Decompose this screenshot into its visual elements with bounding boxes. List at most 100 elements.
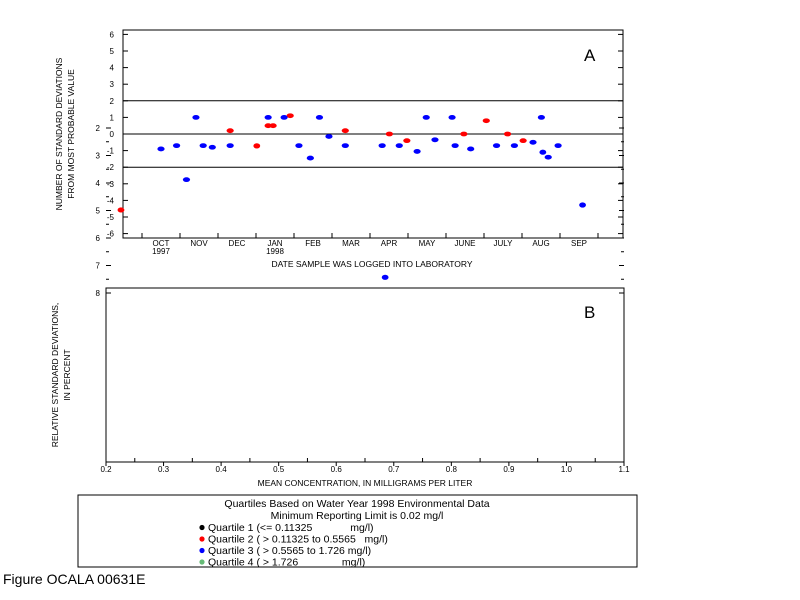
chart-a-point: [492, 143, 501, 149]
chart-a-point: [431, 137, 439, 143]
chart-a-point: [510, 143, 518, 149]
chart-a-point: [269, 123, 277, 129]
chart-b-x-tick-label: 0.8: [446, 465, 458, 474]
chart-b-frame: [105, 287, 625, 463]
chart-a-x-tick-label: JULY: [494, 239, 514, 248]
chart-a-point: [544, 154, 552, 160]
chart-a-point: [529, 139, 537, 145]
chart-b-x-tick-label: 0.9: [503, 465, 515, 474]
legend-subtitle: Minimum Reporting Limit is 0.02 mg/l: [271, 510, 444, 522]
legend-item-label: Quartile 3 ( > 0.5565 to 1.726 mg/l): [208, 545, 371, 557]
chart-a-y-label-line2: FROM MOST PROBABLE VALUE: [66, 69, 76, 199]
chart-a-point: [192, 115, 200, 120]
chart-a-x-tick-label: SEP: [571, 239, 587, 248]
chart-a-point: [537, 115, 545, 120]
chart-b-y-tick-label: 6: [96, 234, 101, 243]
chart-a-y-tick-label: -3: [107, 180, 115, 189]
legend-item-label: Quartile 2 ( > 0.11325 to 0.5565 mg/l): [208, 534, 388, 546]
chart-b-point: [253, 143, 261, 149]
chart-a-point: [226, 128, 234, 134]
chart-a-x-label: DATE SAMPLE WAS LOGGED INTO LABORATORY: [271, 259, 472, 269]
chart-a-point: [295, 143, 303, 149]
figure-caption: Figure OCALA 00631E: [3, 571, 145, 587]
chart-b-x-tick-label: 0.5: [273, 465, 285, 474]
chart-b-x-tick-label: 1.0: [561, 465, 573, 474]
chart-b-y-tick-label: 7: [96, 262, 101, 271]
chart-a-point: [385, 131, 393, 137]
chart-a-point: [422, 115, 430, 120]
chart-a-year-label: 1997: [152, 247, 170, 256]
chart-a-y-tick-label: 3: [110, 80, 115, 89]
legend-marker-icon: [199, 559, 205, 565]
chart-a-panel-label: A: [584, 46, 596, 65]
chart-a-point: [182, 177, 191, 183]
chart-a-x-tick-label: DEC: [229, 239, 246, 248]
chart-a-y-tick-label: -4: [107, 196, 115, 205]
chart-a-point: [482, 118, 490, 124]
chart-a-point: [341, 143, 349, 149]
chart-b-x-tick-label: 0.3: [158, 465, 170, 474]
chart-a-x-tick-label: NOV: [190, 239, 208, 248]
chart-a-point: [403, 138, 411, 144]
chart-a-point: [451, 143, 459, 149]
chart-a-x-tick-label: APR: [381, 239, 398, 248]
chart-a-point: [280, 115, 288, 120]
chart-b-y-label-line2: IN PERCENT: [62, 349, 72, 400]
chart-a-x-tick-label: AUG: [532, 239, 549, 248]
chart-b-x-tick-label: 0.2: [100, 465, 112, 474]
chart-a-y-tick-label: -1: [107, 147, 115, 156]
chart-a-year-label: 1998: [266, 247, 284, 256]
chart-b-point: [117, 207, 125, 213]
chart-a-point: [503, 131, 512, 137]
chart-a-y-tick-label: 1: [110, 113, 115, 122]
chart-a-y-tick-label: -2: [107, 163, 115, 172]
chart-b-x-tick-label: 0.7: [388, 465, 400, 474]
chart-b-point: [579, 202, 586, 208]
chart-b-y-tick-label: 2: [96, 124, 101, 133]
chart-b-x-tick-label: 0.4: [216, 465, 228, 474]
chart-a-point: [172, 143, 181, 149]
chart-a-x-tick-label: MAR: [342, 239, 360, 248]
chart-b-x-tick-label: 0.6: [331, 465, 343, 474]
chart-a-y-tick-label: 4: [110, 64, 115, 73]
chart-a-point: [199, 143, 207, 149]
chart-a-x-tick-label: MAY: [419, 239, 436, 248]
legend-item-label: Quartile 1 (<= 0.11325 mg/l): [208, 522, 374, 534]
chart-a-y-tick-label: 5: [110, 47, 115, 56]
chart-a-point: [208, 144, 216, 150]
chart-a-point: [460, 131, 468, 137]
chart-a-point: [341, 128, 349, 134]
chart-a-point: [306, 155, 314, 161]
chart-b-x-label: MEAN CONCENTRATION, IN MILLIGRAMS PER LI…: [258, 478, 473, 488]
chart-a-point: [378, 143, 386, 149]
chart-a-x-tick-label: JUNE: [455, 239, 476, 248]
chart-a-y-tick-label: 2: [110, 97, 115, 106]
chart-a-x-tick-label: OCT: [153, 239, 170, 248]
chart-a-point: [157, 146, 165, 152]
chart-a-point: [448, 115, 456, 120]
chart-b-point: [539, 149, 547, 155]
chart-b-panel-label: B: [584, 303, 595, 322]
chart-a-point: [226, 143, 234, 149]
chart-a-point: [395, 143, 403, 149]
chart-a-x-tick-label: FEB: [305, 239, 321, 248]
chart-a-point: [519, 138, 527, 144]
chart-a-point: [467, 146, 475, 152]
legend-box: [77, 494, 638, 568]
chart-b-x-tick-label: 1.1: [618, 465, 630, 474]
chart-a-y-tick-label: -6: [107, 230, 115, 239]
chart-a-point: [325, 134, 333, 139]
legend-marker-icon: [199, 524, 205, 531]
chart-a-point: [554, 143, 562, 149]
chart-a-y-tick-label: -5: [107, 213, 115, 222]
legend-marker-icon: [199, 547, 205, 554]
chart-a-y-label-line1: NUMBER OF STANDARD DEVIATIONS: [54, 57, 64, 210]
legend: Quartiles Based on Water Year 1998 Envir…: [77, 494, 638, 569]
chart-b-y-tick-label: 3: [96, 152, 101, 161]
chart-b-y-tick-label: 5: [96, 207, 101, 216]
chart-a-point: [413, 149, 421, 154]
legend-title: Quartiles Based on Water Year 1998 Envir…: [224, 498, 489, 510]
